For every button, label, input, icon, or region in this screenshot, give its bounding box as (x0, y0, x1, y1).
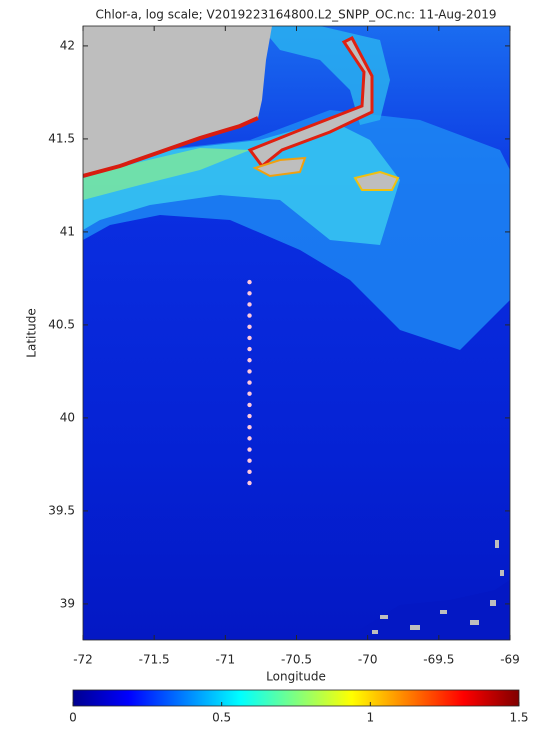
colorbar (72, 689, 520, 707)
colorbar-tick-label: 1.5 (509, 711, 528, 725)
station-point (247, 369, 252, 374)
station-point (247, 346, 252, 352)
colorbar-tick-label: 0.5 (212, 711, 231, 725)
colorbar-tick-label: 1 (367, 711, 375, 725)
station-point (247, 458, 252, 463)
station-point (247, 425, 252, 430)
station-point (247, 291, 252, 296)
x-tick-label: -69.5 (423, 653, 454, 667)
station-point (247, 302, 252, 307)
chart-title: Chlor-a, log scale; V2019223164800.L2_SN… (95, 8, 496, 22)
station-point (247, 469, 252, 475)
station-point (247, 324, 252, 329)
x-axis-label: Longitude (266, 670, 326, 684)
station-point (247, 402, 252, 408)
x-tick-label: -71 (216, 653, 236, 667)
y-tick-label: 42 (60, 38, 75, 52)
x-tick-label: -72 (73, 653, 93, 667)
station-point (247, 436, 252, 441)
y-tick-label: 41.5 (48, 131, 75, 145)
y-tick-label: 39 (60, 596, 75, 610)
station-point (247, 313, 252, 318)
station-point (247, 413, 252, 419)
y-tick-label: 41 (60, 224, 75, 238)
station-point (247, 358, 252, 363)
station-point (247, 279, 252, 285)
satellite-image (83, 26, 510, 640)
y-tick-label: 40.5 (48, 317, 75, 331)
x-tick-label: -70.5 (281, 653, 312, 667)
y-tick-label: 40 (60, 410, 75, 424)
x-tick-label: -70 (358, 653, 378, 667)
station-point (247, 335, 252, 341)
y-axis-label: Latitude (25, 308, 39, 357)
y-tick-label: 39.5 (48, 503, 75, 517)
station-point (247, 447, 252, 452)
x-tick-label: -69 (500, 653, 520, 667)
colorbar-tick-label: 0 (69, 711, 77, 725)
station-point (247, 380, 252, 385)
station-point (247, 391, 252, 396)
station-point (247, 480, 252, 486)
x-tick-label: -71.5 (139, 653, 170, 667)
